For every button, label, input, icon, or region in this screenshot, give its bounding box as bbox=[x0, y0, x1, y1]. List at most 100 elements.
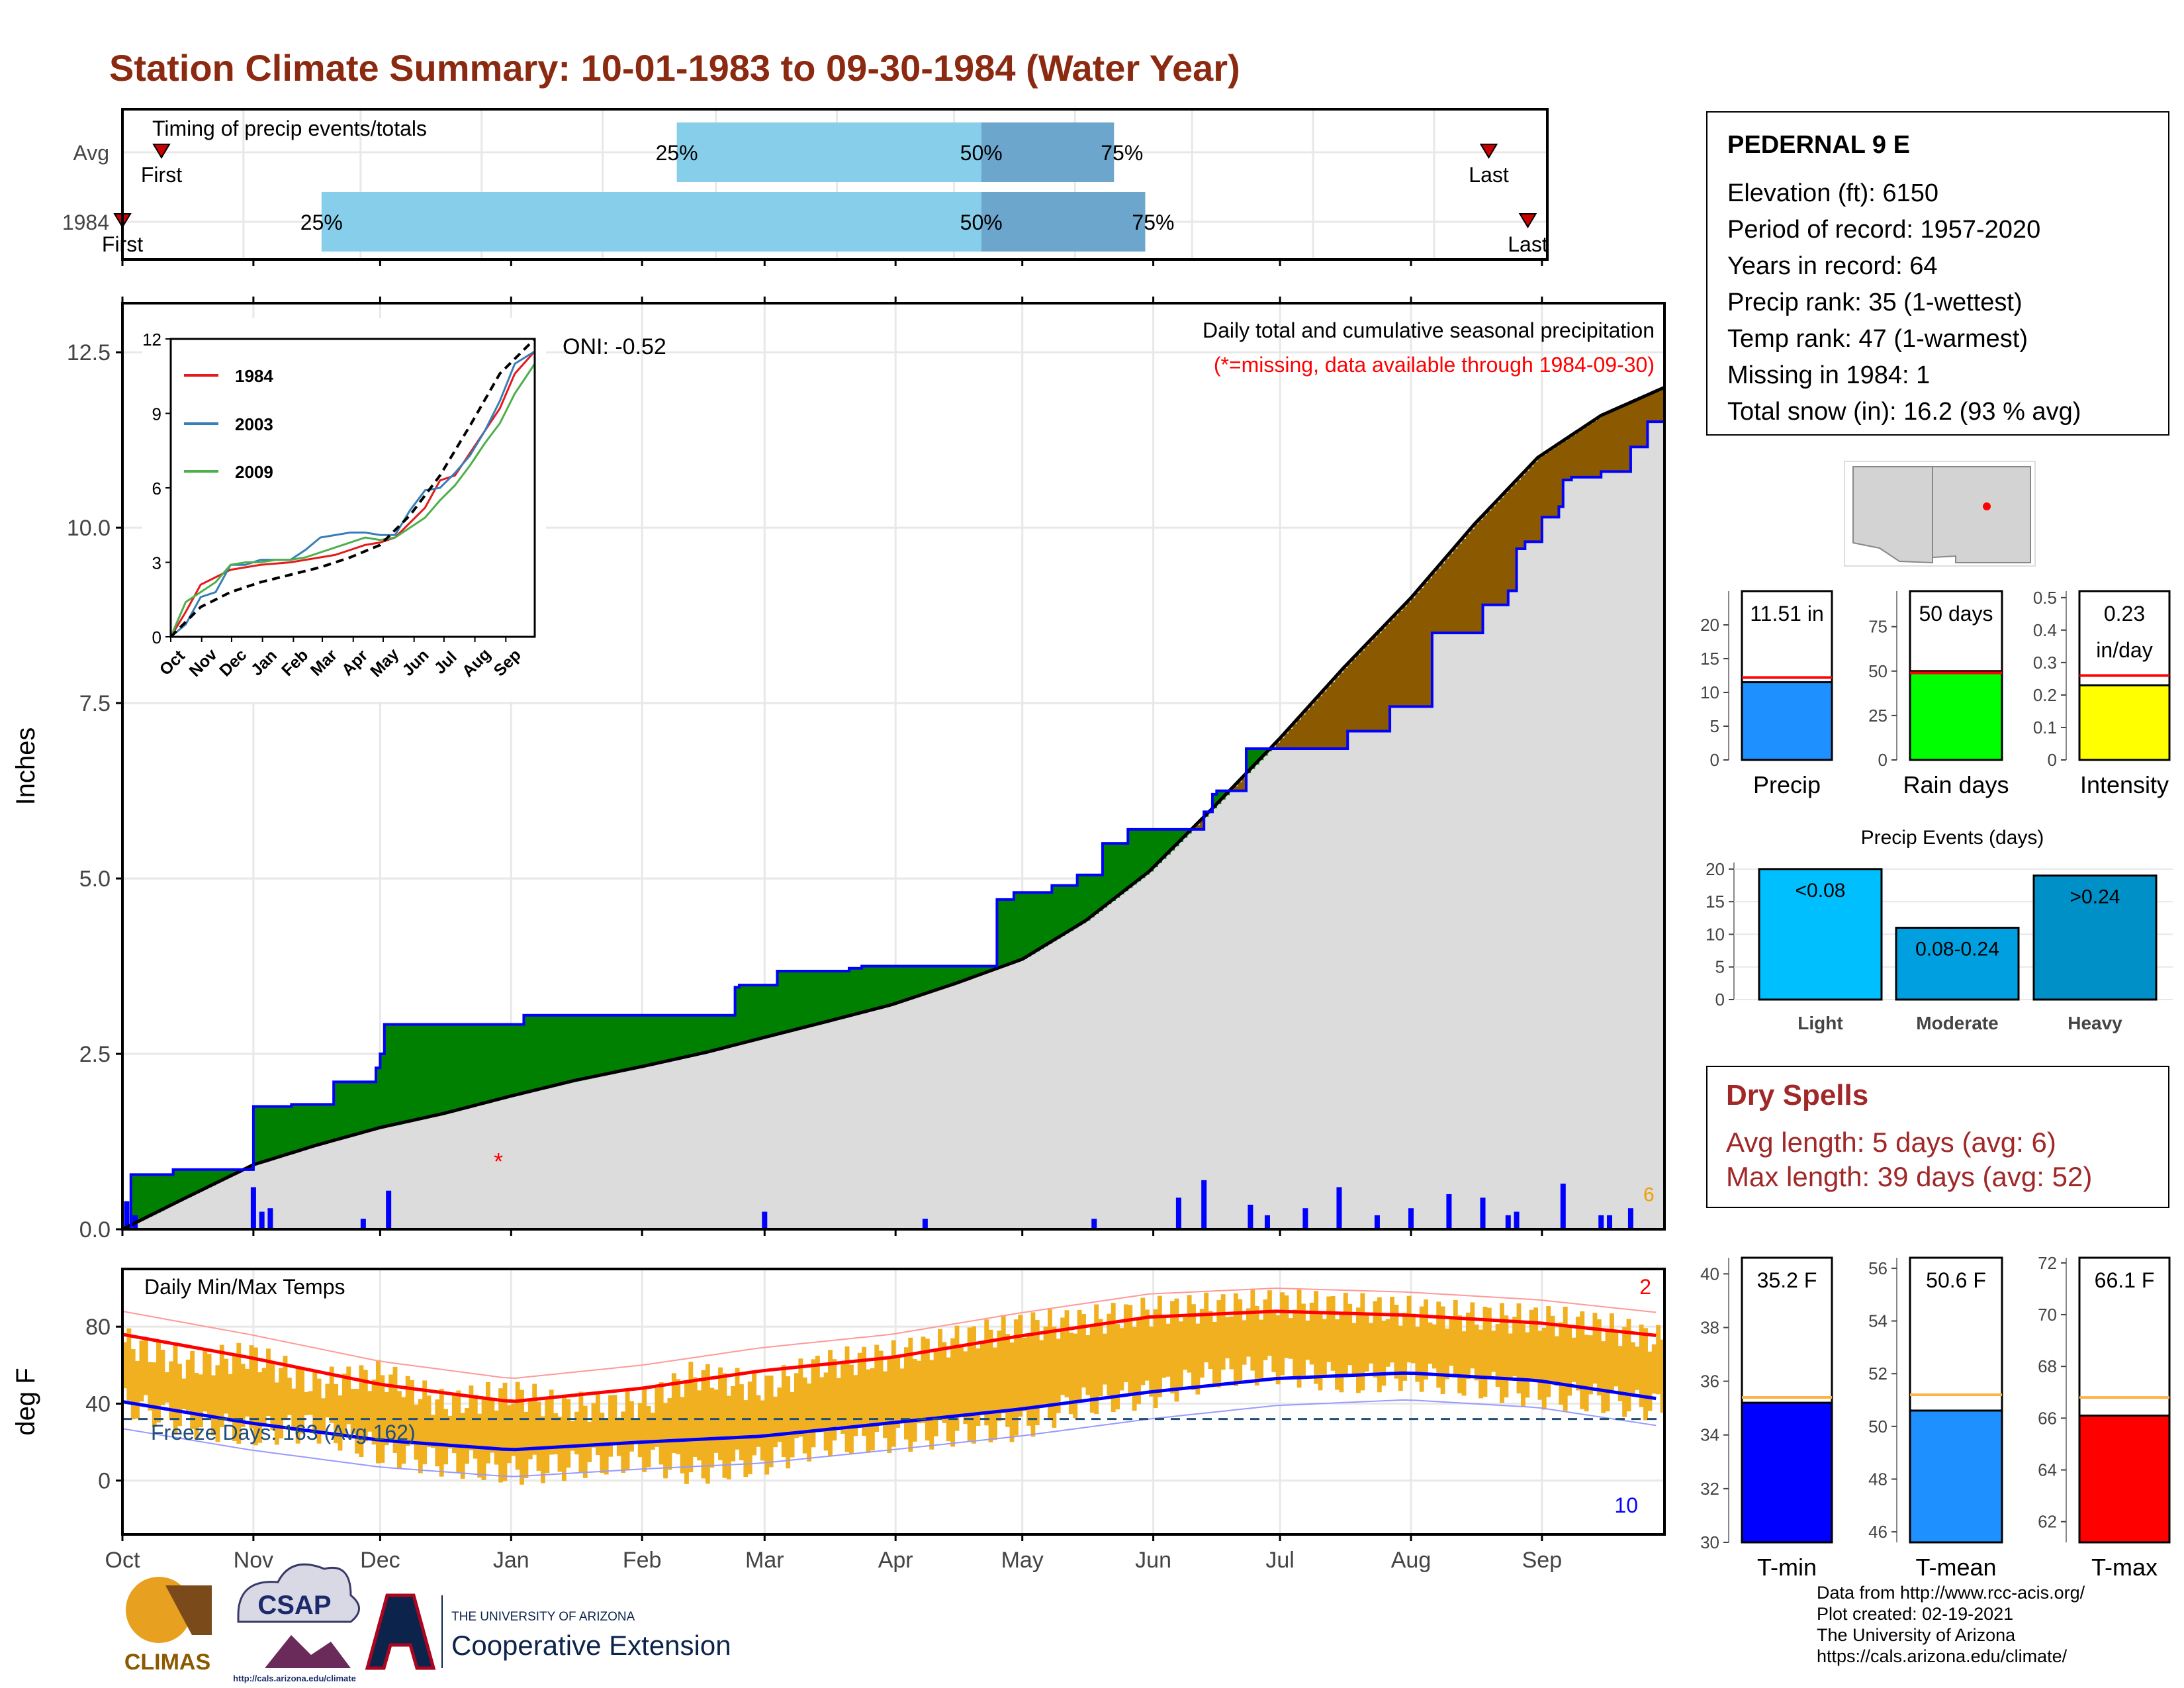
temp-daily-bar bbox=[1419, 1306, 1424, 1392]
events-ytick-label: 0 bbox=[1715, 990, 1725, 1009]
precip-surplus-fill bbox=[1115, 843, 1120, 898]
precip-deficit-fill bbox=[1356, 655, 1361, 731]
temp-daily-bar bbox=[574, 1411, 579, 1455]
precip-surplus-fill bbox=[777, 970, 782, 1035]
temp-daily-bar bbox=[520, 1389, 524, 1485]
precip-deficit-fill bbox=[1508, 489, 1513, 591]
temp-daily-bar bbox=[291, 1388, 296, 1431]
temp-daily-bar bbox=[929, 1360, 934, 1450]
temp-daily-bar bbox=[515, 1382, 520, 1470]
temp-daily-bar bbox=[1119, 1328, 1124, 1391]
precip-surplus-fill bbox=[485, 1024, 490, 1103]
precip-deficit-fill bbox=[1596, 418, 1602, 477]
precip-surplus-fill bbox=[908, 966, 913, 1000]
precip-deficit-fill bbox=[1288, 728, 1293, 749]
temp-daily-bar bbox=[1034, 1320, 1040, 1426]
precip-surplus-fill bbox=[341, 1082, 347, 1139]
precip-surplus-fill bbox=[414, 1024, 419, 1121]
summary-0-ytick-label: 15 bbox=[1700, 649, 1719, 669]
timing-p50-label: 50% bbox=[960, 141, 1003, 165]
precip-deficit-fill bbox=[1529, 466, 1534, 542]
precip-surplus-fill bbox=[933, 966, 938, 991]
precip-deficit-fill bbox=[1305, 710, 1310, 749]
temp-daily-bar bbox=[1128, 1305, 1133, 1396]
precip-surplus-fill bbox=[1077, 874, 1082, 926]
precip-surplus-fill bbox=[1073, 885, 1078, 929]
tsummary-0-value-label: 35.2 F bbox=[1757, 1268, 1817, 1292]
precip-surplus-fill bbox=[844, 970, 850, 1017]
climas-logo-text: CLIMAS bbox=[124, 1650, 210, 1675]
precip-surplus-fill bbox=[1089, 874, 1095, 917]
precip-surplus-fill bbox=[807, 970, 812, 1027]
temp-daily-bar bbox=[1123, 1304, 1128, 1383]
precip-surplus-fill bbox=[582, 1015, 588, 1079]
temp-daily-bar bbox=[1343, 1293, 1348, 1376]
precip-deficit-fill bbox=[1402, 606, 1408, 707]
precip-deficit-fill bbox=[1453, 548, 1458, 633]
month-label: Sep bbox=[1522, 1548, 1563, 1573]
precip-surplus-fill bbox=[283, 1106, 288, 1156]
timing-p75-label: 75% bbox=[1101, 141, 1143, 165]
precip-daily-bar bbox=[1248, 1204, 1253, 1229]
precip-deficit-fill bbox=[1326, 686, 1332, 749]
temp-daily-bar bbox=[794, 1373, 799, 1438]
temp-daily-bar bbox=[942, 1342, 947, 1423]
precip-surplus-fill bbox=[1039, 892, 1044, 949]
temp-daily-bar bbox=[1525, 1332, 1530, 1398]
events-category-label: Moderate bbox=[1916, 1013, 1998, 1033]
precip-surplus-fill bbox=[942, 966, 947, 988]
temp-daily-bar bbox=[211, 1375, 216, 1436]
temp-daily-bar bbox=[1178, 1321, 1183, 1387]
precip-surplus-fill bbox=[557, 1015, 563, 1085]
precip-surplus-fill bbox=[692, 1015, 698, 1056]
precip-surplus-fill bbox=[545, 1015, 550, 1088]
precip-deficit-fill bbox=[1643, 397, 1649, 447]
precip-surplus-fill bbox=[676, 1015, 681, 1059]
temp-daily-bar bbox=[561, 1394, 567, 1481]
precip-surplus-fill bbox=[295, 1104, 300, 1152]
precip-surplus-fill bbox=[722, 1015, 727, 1049]
summary-2-ytick-label: 0.2 bbox=[2033, 685, 2057, 705]
precip-surplus-fill bbox=[743, 985, 749, 1043]
precip-surplus-fill bbox=[633, 1015, 639, 1068]
precip-surplus-fill bbox=[316, 1104, 322, 1145]
credits: Data from http://www.rcc-acis.org/ Plot … bbox=[1817, 1582, 2085, 1667]
precip-surplus-fill bbox=[713, 1015, 719, 1051]
temp-daily-bar bbox=[874, 1344, 880, 1432]
month-label: Jan bbox=[493, 1548, 529, 1573]
precip-surplus-fill bbox=[1246, 749, 1251, 774]
temp-daily-bar bbox=[1571, 1337, 1576, 1382]
temp-daily-bar bbox=[903, 1347, 909, 1440]
precip-surplus-fill bbox=[304, 1104, 309, 1149]
precip-surplus-fill bbox=[832, 970, 837, 1021]
precip-deficit-fill bbox=[1571, 435, 1576, 477]
temp-daily-bar bbox=[1529, 1309, 1534, 1381]
precip-deficit-fill bbox=[1406, 602, 1412, 707]
temp-daily-bar bbox=[857, 1352, 862, 1425]
csap-url-text: http://cals.arizona.edu/climate bbox=[233, 1673, 356, 1683]
temp-daily-bar bbox=[304, 1391, 309, 1415]
precip-events-chart: Precip Events (days) 0 5 10 15 20 <0.08 Light 0.… bbox=[1706, 827, 2173, 1033]
precip-surplus-fill bbox=[291, 1104, 296, 1153]
temp-daily-bar bbox=[752, 1372, 757, 1456]
temp-daily-bar bbox=[1111, 1303, 1116, 1413]
map-station-marker bbox=[1983, 502, 1991, 510]
temp-daily-bar bbox=[549, 1389, 554, 1455]
precip-surplus-fill bbox=[173, 1169, 178, 1204]
temp-daily-bar bbox=[279, 1368, 284, 1438]
precip-surplus-fill bbox=[334, 1082, 339, 1141]
temp-daily-bar bbox=[1013, 1319, 1019, 1436]
temp-daily-bar bbox=[1500, 1303, 1504, 1403]
temp-daily-bar bbox=[206, 1354, 212, 1417]
precip-deficit-fill bbox=[1635, 400, 1640, 447]
temp-daily-bar bbox=[917, 1360, 921, 1424]
temp-daily-bar bbox=[1195, 1323, 1201, 1395]
precip-surplus-fill bbox=[1259, 749, 1264, 761]
temp-daily-bar bbox=[388, 1374, 394, 1438]
temp-daily-bar bbox=[130, 1349, 136, 1420]
precip-surplus-fill bbox=[1052, 885, 1057, 941]
precip-deficit-fill bbox=[1584, 426, 1589, 477]
temp-daily-bar bbox=[1170, 1301, 1175, 1393]
temp-daily-bar bbox=[190, 1350, 195, 1430]
